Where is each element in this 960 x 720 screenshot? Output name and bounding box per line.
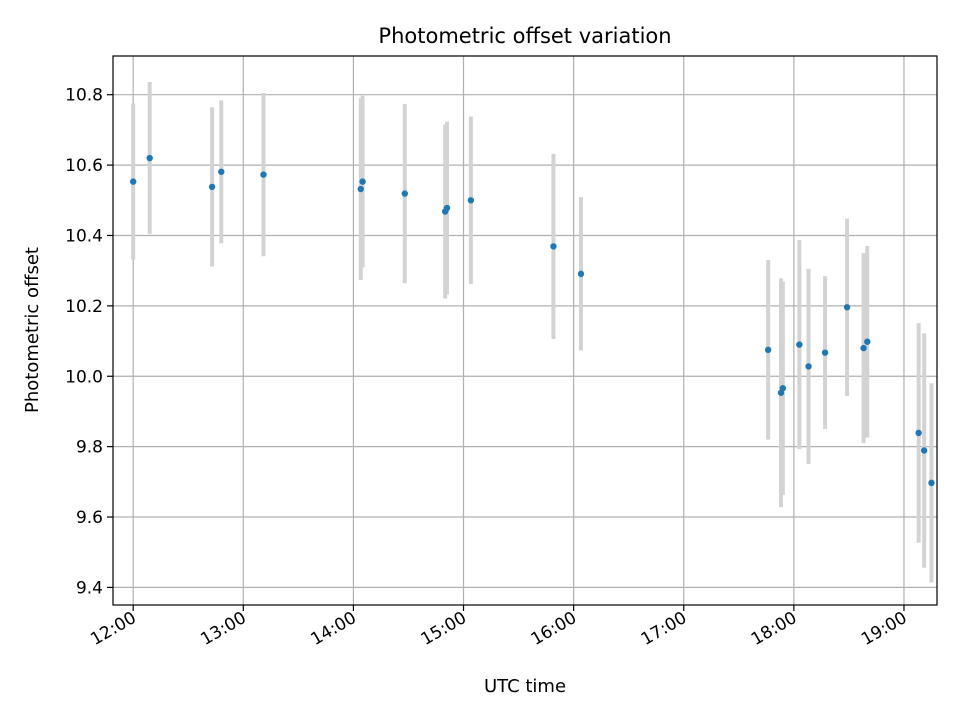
y-axis-label: Photometric offset — [22, 247, 43, 413]
y-tick-label: 9.8 — [76, 438, 103, 458]
data-points — [129, 154, 935, 487]
data-point — [443, 204, 451, 212]
data-point — [208, 183, 216, 191]
chart-title: Photometric offset variation — [378, 24, 671, 48]
y-tick-label: 10.4 — [65, 226, 103, 246]
data-point — [805, 363, 812, 370]
data-point — [129, 178, 137, 185]
data-point — [779, 385, 787, 392]
plot-area-frame — [112, 55, 938, 606]
data-point — [928, 479, 935, 487]
data-point — [467, 197, 475, 204]
y-axis-ticks: 9.4 9.6 9.8 10.0 10.2 10.4 10.6 10.8 — [65, 86, 113, 598]
data-point — [821, 349, 829, 356]
y-tick-label: 10.6 — [65, 156, 103, 176]
data-point — [401, 190, 408, 197]
y-tick-label: 10.0 — [65, 367, 103, 387]
data-point — [260, 171, 267, 178]
y-tick-label: 10.2 — [65, 297, 103, 317]
data-point — [860, 344, 867, 352]
data-point — [359, 178, 366, 185]
data-point — [550, 243, 557, 250]
y-tick-label: 9.4 — [76, 578, 103, 598]
data-point — [843, 304, 851, 311]
data-point — [915, 429, 922, 437]
data-point — [864, 338, 871, 345]
data-point — [357, 185, 364, 193]
y-tick-label: 10.8 — [65, 86, 103, 106]
data-point — [218, 168, 225, 175]
data-point — [920, 447, 928, 454]
data-point — [796, 341, 803, 348]
x-axis-label: UTC time — [484, 676, 566, 697]
data-point — [577, 270, 585, 278]
data-point — [146, 154, 153, 162]
y-tick-label: 9.6 — [76, 508, 103, 528]
data-point — [764, 346, 772, 354]
